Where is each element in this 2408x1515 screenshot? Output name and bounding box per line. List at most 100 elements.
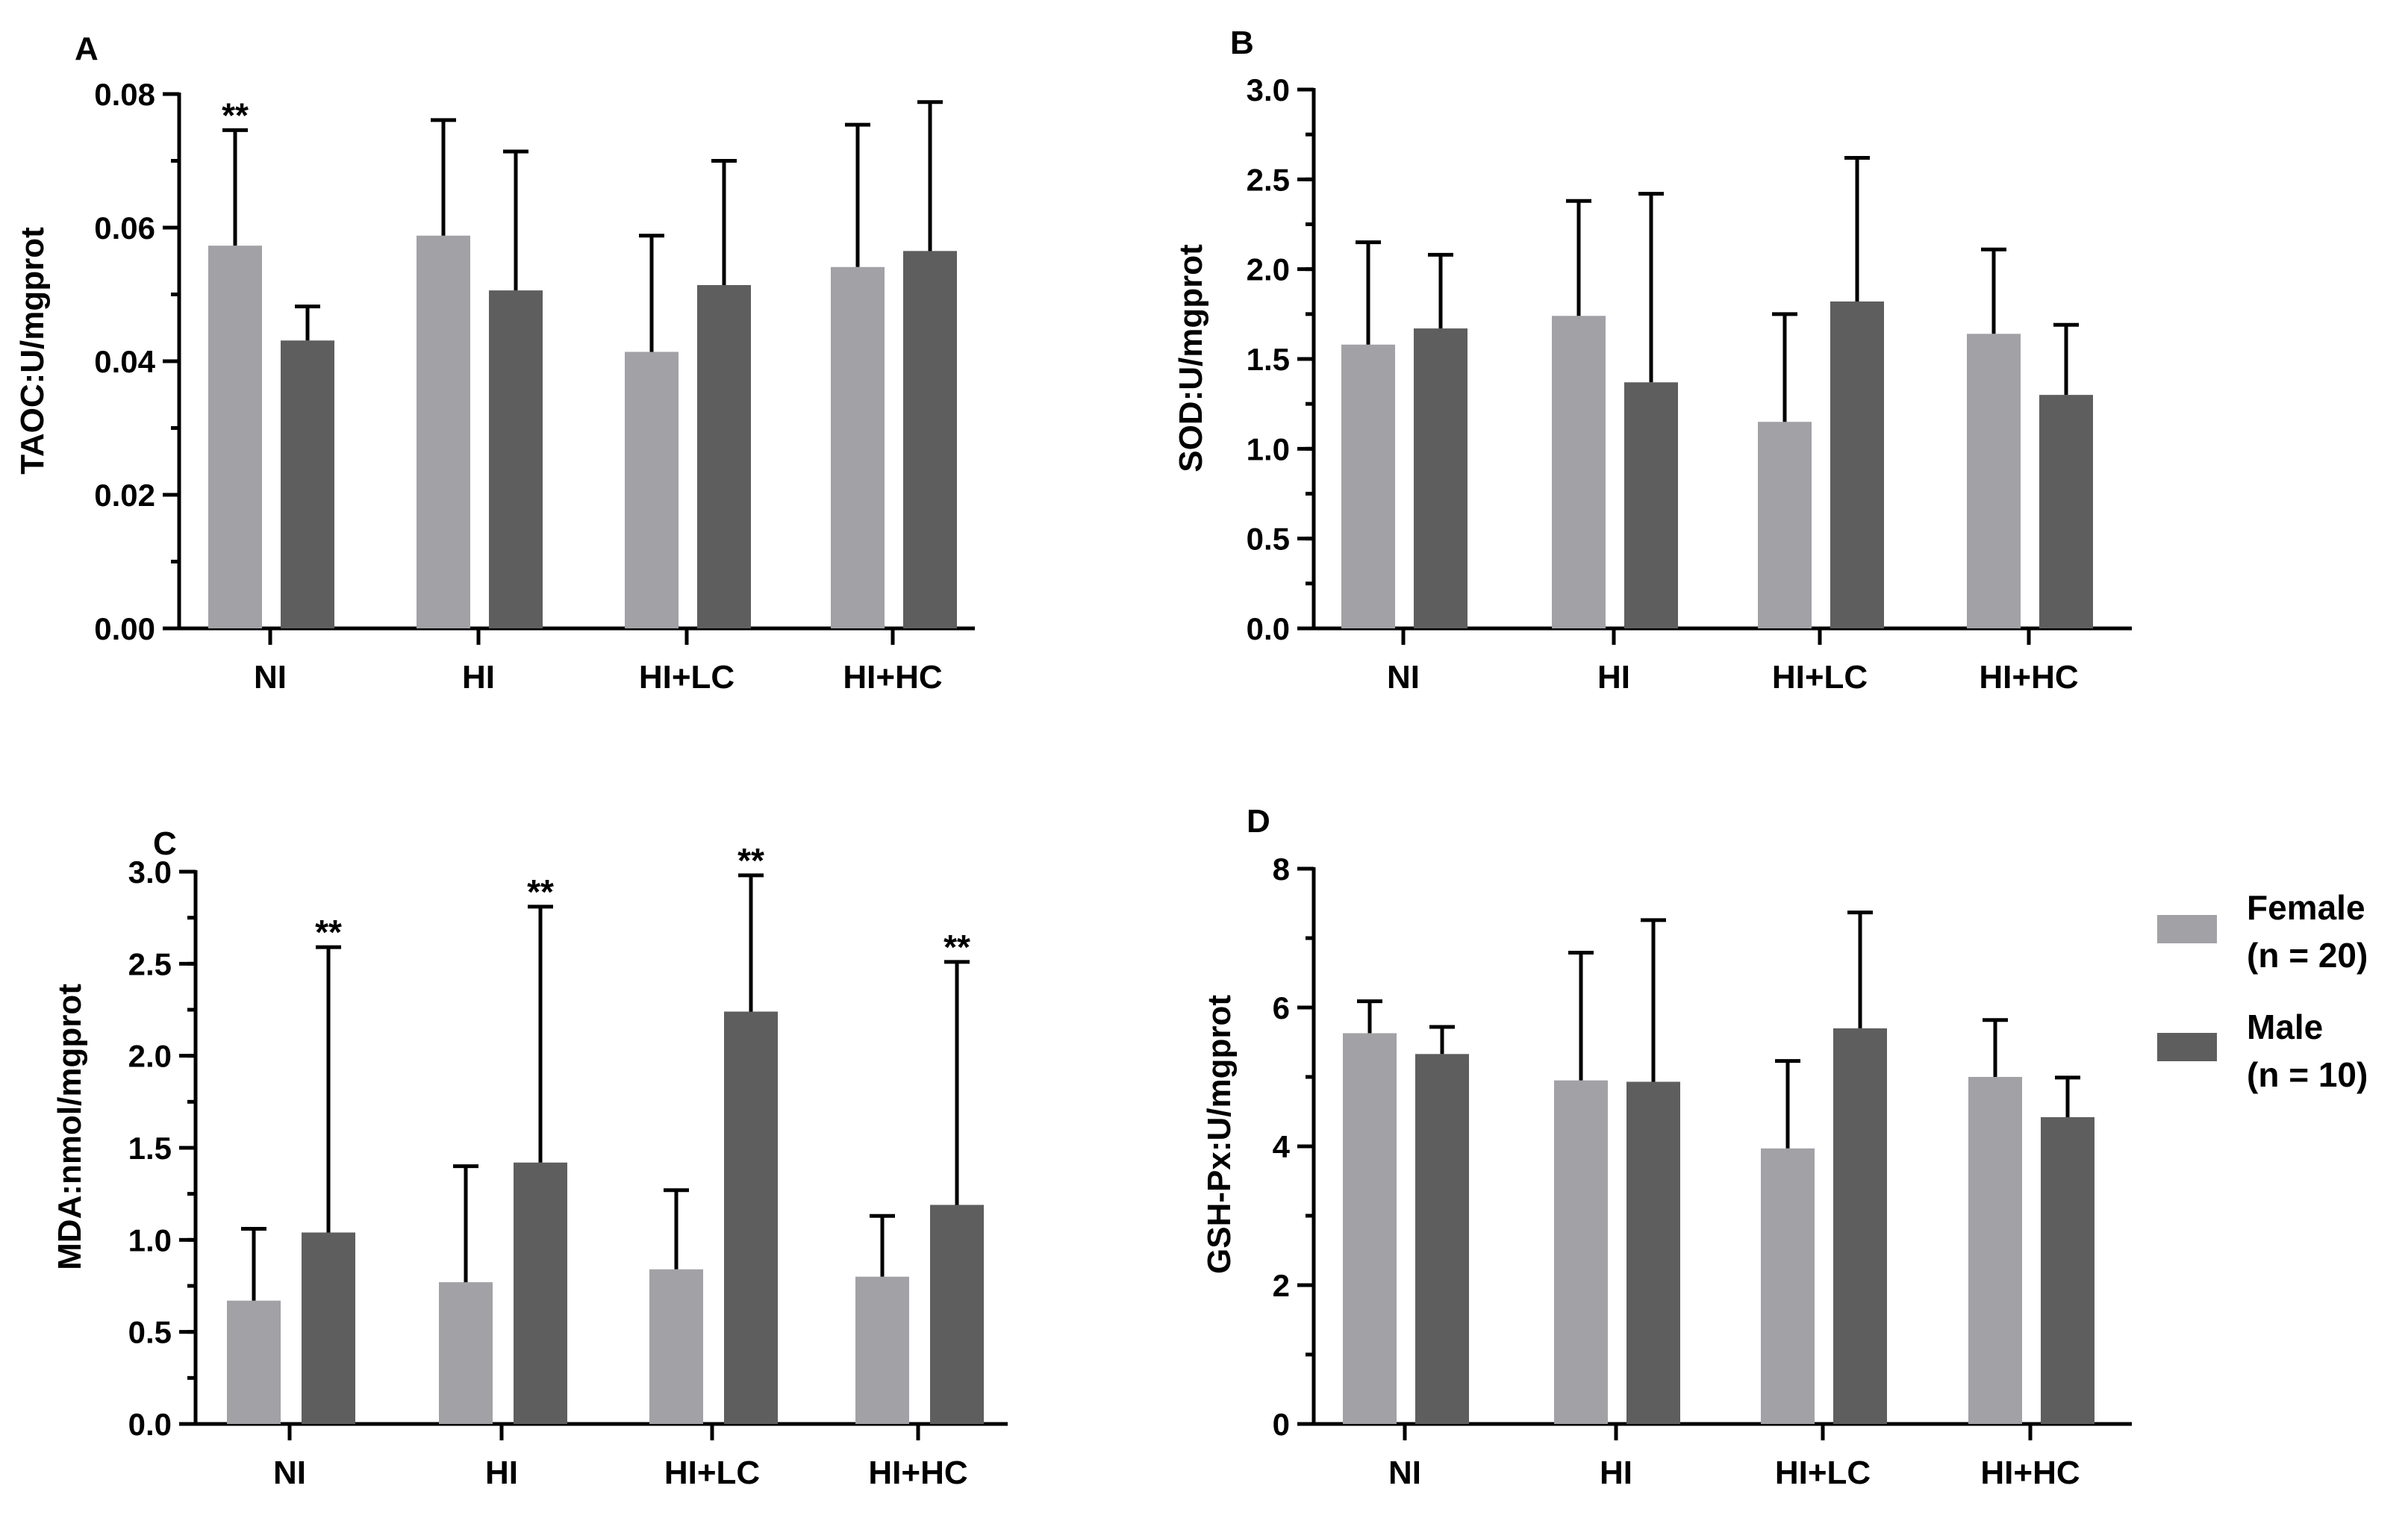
legend-label-female-line2: (n = 20) xyxy=(2247,936,2368,975)
panel-d-letter: D xyxy=(1247,803,1270,840)
panel-c-significance-male-hi-hc: ** xyxy=(943,928,970,966)
panel-c-y-tick-label: 1.0 xyxy=(128,1222,172,1258)
panel-a-bar-female-hi xyxy=(417,235,470,628)
panel-c-y-tick-label: 1.5 xyxy=(128,1131,172,1166)
panel-c-significance-male-hi-lc: ** xyxy=(737,841,764,880)
panel-b-letter: B xyxy=(1230,25,1254,61)
legend-label-male-line2: (n = 10) xyxy=(2247,1055,2368,1094)
legend-label-male-line1: Male xyxy=(2247,1008,2323,1046)
panel-c-y-tick-label: 0.5 xyxy=(128,1315,172,1350)
panel-c-bar-male-ni xyxy=(302,1232,355,1424)
panel-c-y-tick-label: 2.0 xyxy=(128,1039,172,1074)
panel-b-y-tick-label: 3.0 xyxy=(1247,72,1290,107)
panel-b-ylabel: SOD:U/mgprot xyxy=(1173,244,1209,472)
panel-d-plot: 0 2 4 6 8 NI HI HI+LC HI+HC xyxy=(1273,852,2132,1491)
legend-swatch-female xyxy=(2157,915,2217,943)
panel-d-bar-female-ni xyxy=(1343,1033,1397,1424)
panel-b-y-tick-label: 0.5 xyxy=(1247,522,1290,557)
panel-d-y-tick-label: 4 xyxy=(1273,1129,1291,1164)
legend-label-female-line1: Female xyxy=(2247,888,2365,927)
panel-a-x-tick-label-hi-lc: HI+LC xyxy=(639,659,734,696)
panel-d-bar-male-hi-lc xyxy=(1833,1028,1887,1424)
legend-swatch-male xyxy=(2157,1033,2217,1061)
panel-d-bar-male-hi xyxy=(1626,1081,1680,1424)
panel-d-ylabel: GSH-Px:U/mgprot xyxy=(1201,995,1238,1274)
panel-c-significance-male-hi: ** xyxy=(527,872,554,911)
panel-c-y-tick-label: 3.0 xyxy=(128,855,172,890)
panel-c-x-tick-label-hi: HI xyxy=(485,1455,518,1491)
panel-d-x-tick-label-hi-hc: HI+HC xyxy=(1980,1455,2080,1491)
panel-b-bar-female-hi-lc xyxy=(1758,422,1812,628)
panel-d: D GSH-Px:U/mgprot 0 2 4 6 8 NI HI HI+LC HI+HC xyxy=(1201,803,2132,1491)
panel-b-bar-male-hi xyxy=(1624,382,1678,628)
panel-c-bar-male-hi-hc xyxy=(930,1205,984,1424)
panel-c-y-tick-label: 2.5 xyxy=(128,946,172,981)
panel-d-bar-female-hi-lc xyxy=(1761,1148,1815,1424)
panel-d-bar-male-ni xyxy=(1415,1054,1469,1424)
panel-b-bar-male-hi-lc xyxy=(1830,301,1884,628)
panel-c-plot: 0.0 0.5 1.0 1.5 2.0 2.5 3.0 NI HI HI+LC HI+HC ** ** *… xyxy=(128,841,1008,1491)
panel-b-y-tick-label: 0.0 xyxy=(1247,611,1290,646)
panel-d-y-tick-label: 8 xyxy=(1273,852,1290,887)
panel-c-x-tick-label-hi-hc: HI+HC xyxy=(868,1455,967,1491)
panel-d-y-tick-label: 0 xyxy=(1273,1407,1290,1442)
panel-a-ylabel: TAOC:U/mgprot xyxy=(14,227,51,475)
panel-a-x-tick-label-ni: NI xyxy=(254,659,287,696)
panel-a-x-tick-label-hi-hc: HI+HC xyxy=(843,659,942,696)
panel-a-bar-female-hi-lc xyxy=(625,352,679,628)
panel-c-bar-female-hi xyxy=(439,1282,493,1424)
panel-b-plot: 0.0 0.5 1.0 1.5 2.0 2.5 3.0 NI HI HI+LC HI+HC xyxy=(1247,72,2132,696)
panel-d-y-tick-label: 6 xyxy=(1273,990,1290,1025)
panel-a-y-tick-label: 0.06 xyxy=(94,210,155,246)
panel-b-y-tick-label: 1.0 xyxy=(1247,431,1290,466)
panel-d-bar-male-hi-hc xyxy=(2041,1116,2094,1424)
panel-d-x-tick-label-ni: NI xyxy=(1388,1455,1421,1491)
panel-d-y-tick-label: 2 xyxy=(1273,1268,1290,1303)
panel-c-bar-female-hi-lc xyxy=(649,1269,703,1424)
panel-c-bar-female-ni xyxy=(227,1300,281,1424)
panel-c-bar-female-hi-hc xyxy=(855,1276,909,1424)
panel-b-bar-female-hi-hc xyxy=(1967,334,2021,628)
panel-c: C MDA:nmol/mgprot 0.0 0.5 1.0 1.5 2.0 2.5 3.0 N… xyxy=(52,825,1008,1491)
panel-a-bar-male-hi-hc xyxy=(903,251,957,628)
panel-b-y-tick-label: 2.0 xyxy=(1247,252,1290,287)
panel-a-bar-male-hi-lc xyxy=(697,284,751,628)
panel-d-bar-female-hi-hc xyxy=(1968,1077,2022,1424)
panel-c-y-tick-label: 0.0 xyxy=(128,1407,172,1442)
panel-a-y-tick-label: 0.04 xyxy=(94,344,155,379)
panel-b-x-tick-label-hi-hc: HI+HC xyxy=(1979,659,2078,696)
panel-b: B SOD:U/mgprot 0.0 0.5 1.0 1.5 2.0 2.5 3.0 NI HI… xyxy=(1173,25,2132,696)
panel-b-y-tick-label: 2.5 xyxy=(1247,162,1290,197)
panel-c-significance-male-ni: ** xyxy=(315,913,342,952)
panel-b-x-tick-label-ni: NI xyxy=(1387,659,1420,696)
panel-a: A TAOC:U/mgprot 0.00 0.02 0.04 0.06 0.08 NI HI… xyxy=(14,31,975,696)
panel-a-y-tick-label: 0.02 xyxy=(94,478,155,513)
panel-b-bar-male-ni xyxy=(1414,328,1467,628)
panel-a-bar-female-hi-hc xyxy=(831,266,885,628)
legend: Female (n = 20) Male (n = 10) xyxy=(2157,888,2368,1094)
panel-c-bar-male-hi-lc xyxy=(724,1011,778,1424)
panel-b-bar-female-ni xyxy=(1341,344,1395,628)
panel-d-bar-female-hi xyxy=(1554,1080,1608,1424)
panel-a-bar-female-ni xyxy=(208,246,262,628)
panel-d-x-tick-label-hi-lc: HI+LC xyxy=(1775,1455,1871,1491)
panel-a-bar-male-ni xyxy=(281,340,334,628)
panel-c-x-tick-label-hi-lc: HI+LC xyxy=(664,1455,760,1491)
panel-b-x-tick-label-hi: HI xyxy=(1597,659,1630,696)
panel-d-x-tick-label-hi: HI xyxy=(1600,1455,1632,1491)
panel-a-y-tick-label: 0.08 xyxy=(94,77,155,112)
panel-a-significance-female-ni: ** xyxy=(222,96,249,134)
panel-b-x-tick-label-hi-lc: HI+LC xyxy=(1772,659,1868,696)
panel-b-y-tick-label: 1.5 xyxy=(1247,342,1290,377)
panel-b-bar-male-hi-hc xyxy=(2039,395,2093,628)
panel-a-letter: A xyxy=(75,31,99,67)
panel-b-bar-female-hi xyxy=(1552,316,1606,628)
panel-a-plot: 0.00 0.02 0.04 0.06 0.08 NI HI HI+LC HI+HC ** xyxy=(94,77,975,696)
panel-c-x-tick-label-ni: NI xyxy=(273,1455,306,1491)
panel-c-bar-male-hi xyxy=(514,1162,567,1424)
panel-c-letter: C xyxy=(153,825,177,862)
panel-a-y-tick-label: 0.00 xyxy=(94,611,155,646)
panel-a-x-tick-label-hi: HI xyxy=(462,659,495,696)
panel-a-bar-male-hi xyxy=(489,290,543,628)
